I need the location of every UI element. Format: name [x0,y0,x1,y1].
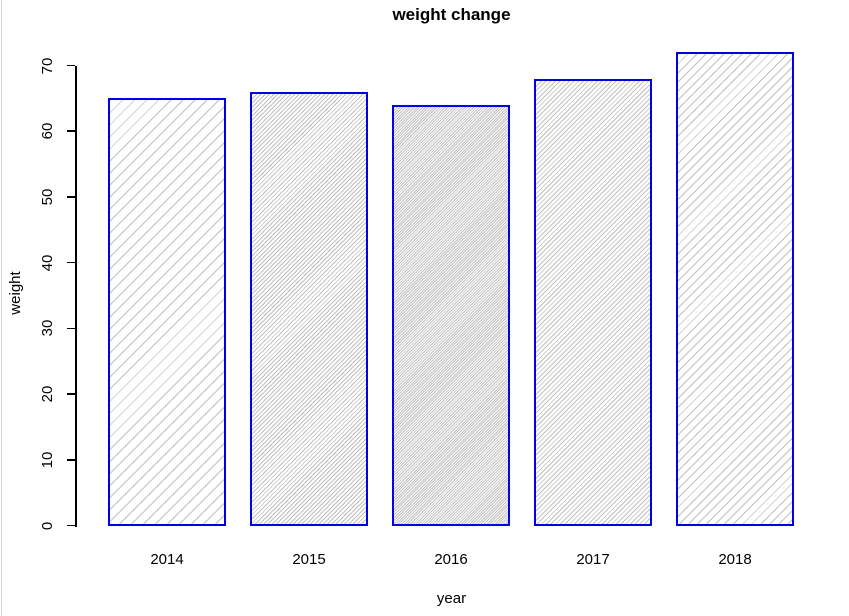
y-tick-mark [67,261,75,264]
x-category-label: 2015 [292,551,326,568]
x-category-label: 2014 [150,551,184,568]
bar-2014 [108,98,226,526]
y-tick-mark [67,393,75,395]
y-tick-label: 0 [39,521,56,530]
y-tick-label: 30 [39,320,56,337]
chart-title: weight change [392,5,511,24]
y-tick-mark [67,64,75,67]
y-tick-mark [67,130,75,132]
x-category-label: 2018 [718,551,752,568]
y-axis-label: weight [7,271,24,315]
y-tick-label: 70 [39,57,56,74]
y-tick-label: 10 [39,451,56,469]
y-tick-label: 50 [39,188,56,206]
y-tick-mark [67,196,75,198]
y-tick-mark [67,459,75,461]
x-category-label: 2017 [576,551,610,568]
y-tick-label: 40 [39,254,56,271]
y-tick-mark [67,327,75,330]
x-axis-label: year [436,590,467,607]
bar-2018 [676,52,794,526]
bar-2017 [534,78,652,526]
x-category-label: 2016 [434,551,468,568]
y-tick-label: 60 [39,122,56,140]
window-left-edge [1,0,2,616]
y-tick-label: 20 [39,385,56,403]
bar-2015 [250,91,368,526]
bar-2016 [392,104,510,526]
y-axis-line [75,65,77,527]
y-tick-mark [67,524,75,527]
